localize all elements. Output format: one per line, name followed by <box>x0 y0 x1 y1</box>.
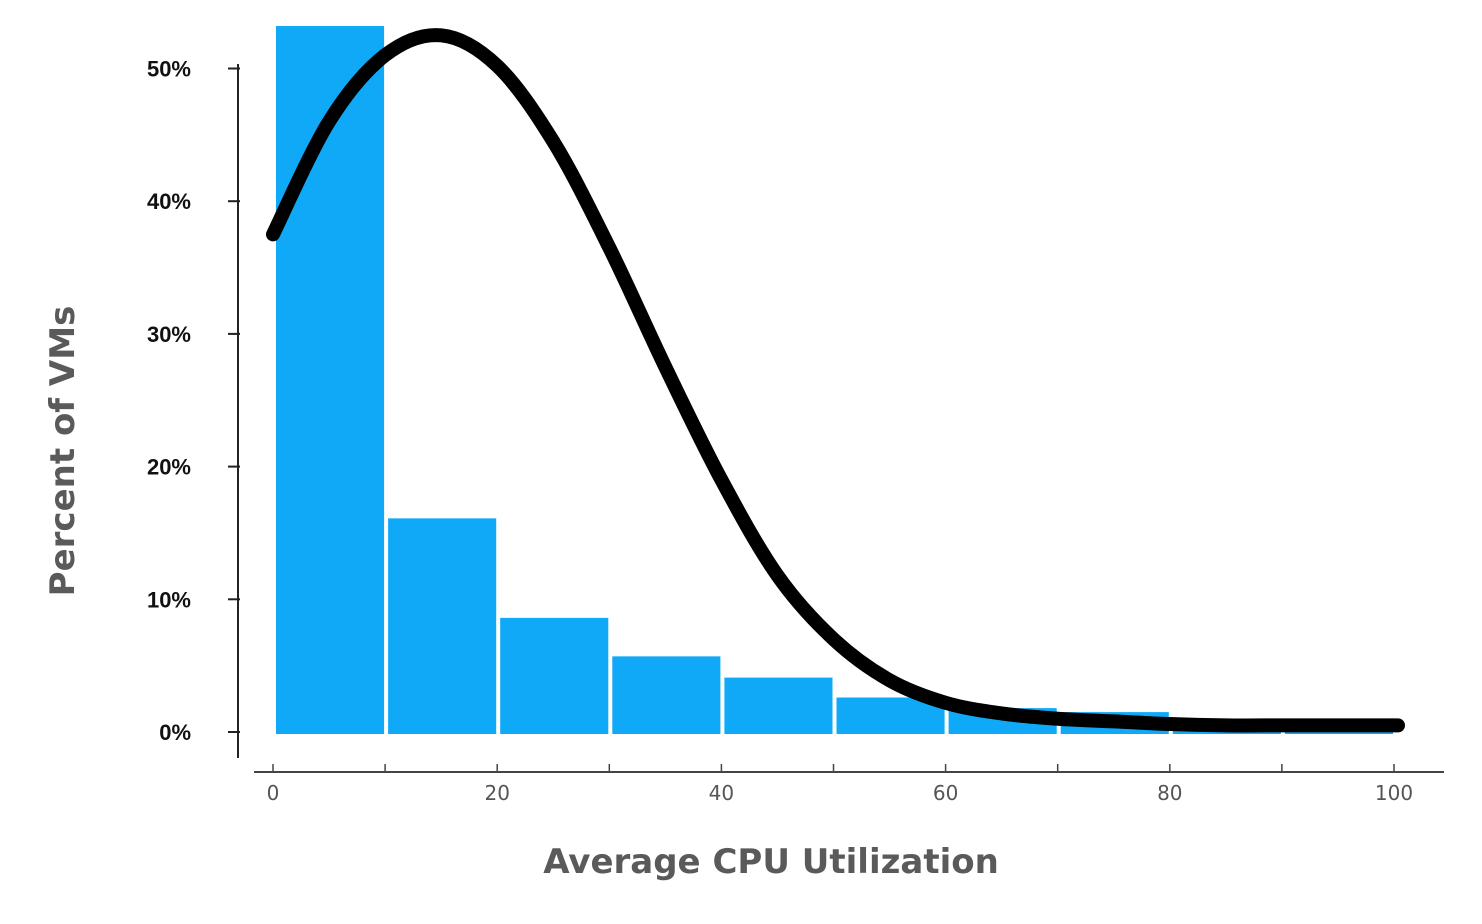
y-tick-label: 40% <box>147 189 191 214</box>
x-axis-title: Average CPU Utilization <box>543 842 999 882</box>
histogram-bar <box>500 617 609 734</box>
histogram-bar <box>724 677 833 734</box>
bars-group <box>276 26 1393 734</box>
x-tick-label: 40 <box>709 781 734 805</box>
y-tick-label: 50% <box>147 57 191 82</box>
x-tick-label: 0 <box>267 781 280 805</box>
x-tick-label: 100 <box>1375 781 1413 805</box>
y-tick-label: 10% <box>147 587 191 612</box>
distribution-curve <box>266 28 1405 733</box>
y-axis-ticks: 0% 10% 20% 30% 40% 50% <box>147 57 240 745</box>
histogram-bar <box>276 26 385 734</box>
x-axis-ticks: 0 20 40 60 80 100 <box>267 764 1413 805</box>
histogram-bar <box>612 656 721 734</box>
x-tick-label: 60 <box>933 781 958 805</box>
y-tick-label: 0% <box>159 720 191 745</box>
y-tick-label: 20% <box>147 455 191 480</box>
x-tick-label: 80 <box>1157 781 1182 805</box>
histogram-bar <box>388 518 497 734</box>
y-axis-title: Percent of VMs <box>43 306 83 597</box>
y-tick-label: 30% <box>147 322 191 347</box>
x-tick-label: 20 <box>484 781 509 805</box>
